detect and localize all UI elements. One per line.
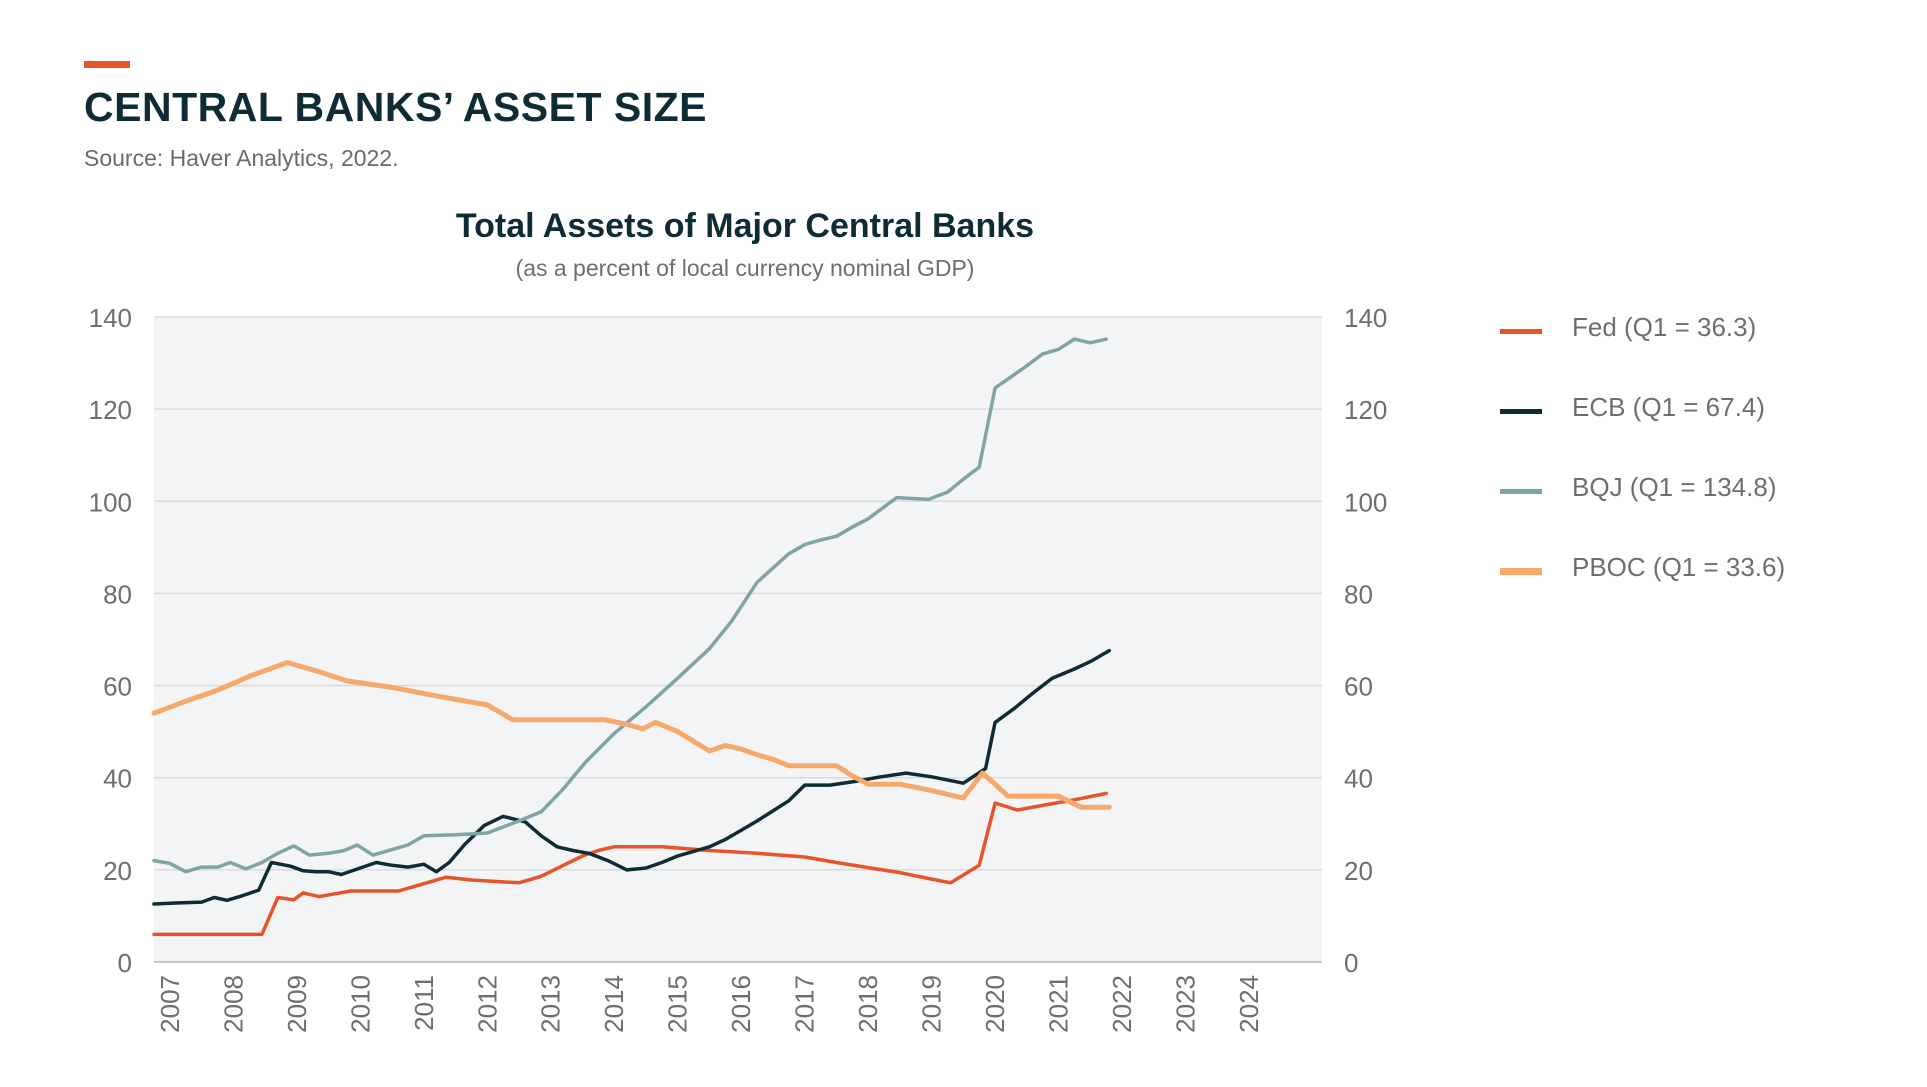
y-tick-label-left: 120 (89, 395, 132, 425)
x-tick-label: 2011 (409, 975, 439, 1031)
y-tick-label-right: 140 (1344, 303, 1387, 333)
page-title: CENTRAL BANKS’ ASSET SIZE (84, 84, 708, 130)
x-tick-label: 2012 (472, 975, 502, 1033)
x-tick-label: 2018 (853, 975, 883, 1033)
x-tick-label: 2015 (663, 975, 693, 1033)
x-tick-label: 2023 (1171, 975, 1201, 1033)
x-tick-label: 2020 (980, 975, 1010, 1033)
y-tick-label-right: 100 (1344, 487, 1387, 517)
series-line-ecb (152, 648, 1112, 906)
accent-bar (84, 61, 130, 68)
y-tick-label-right: 0 (1344, 948, 1358, 978)
y-tick-label-right: 40 (1344, 764, 1373, 794)
y-tick-label-left: 80 (103, 579, 132, 609)
series-line-bqj (152, 337, 1108, 874)
y-tick-label-right: 20 (1344, 856, 1373, 886)
legend-swatch (1500, 329, 1542, 334)
x-tick-label: 2017 (790, 975, 820, 1033)
x-tick-label: 2019 (917, 975, 947, 1033)
y-tick-label-left: 100 (89, 487, 132, 517)
y-tick-label-left: 40 (103, 764, 132, 794)
chart-title: Total Assets of Major Central Banks (456, 207, 1034, 245)
y-tick-label-left: 140 (89, 303, 132, 333)
chart-subtitle: (as a percent of local currency nominal … (516, 255, 975, 281)
legend-swatch (1500, 409, 1542, 414)
legend-label: ECB (Q1 = 67.4) (1572, 392, 1765, 422)
series-line-fed (152, 791, 1108, 937)
legend-label: PBOC (Q1 = 33.6) (1572, 552, 1786, 582)
x-tick-label: 2022 (1107, 975, 1137, 1033)
x-tick-label: 2016 (726, 975, 756, 1033)
y-tick-label-left: 60 (103, 672, 132, 702)
series-lines (151, 337, 1112, 937)
x-tick-label: 2024 (1234, 975, 1264, 1033)
x-tick-label: 2009 (282, 975, 312, 1033)
gridlines (154, 316, 1322, 963)
x-tick-label: 2021 (1044, 975, 1074, 1033)
legend-swatch (1500, 489, 1542, 494)
y-tick-label-left: 0 (118, 948, 132, 978)
x-tick-label: 2007 (155, 975, 185, 1033)
legend-label: Fed (Q1 = 36.3) (1572, 312, 1757, 342)
y-tick-label-right: 120 (1344, 395, 1387, 425)
series-line-pboc (151, 660, 1112, 810)
legend-label: BQJ (Q1 = 134.8) (1572, 472, 1777, 502)
y-tick-label-right: 60 (1344, 672, 1373, 702)
legend-swatch (1500, 568, 1542, 575)
source-note: Source: Haver Analytics, 2022. (84, 145, 399, 171)
x-tick-label: 2013 (536, 975, 566, 1033)
plot-area (154, 317, 1322, 962)
x-tick-label: 2008 (218, 975, 248, 1033)
x-tick-label: 2010 (345, 975, 375, 1033)
y-tick-label-left: 20 (103, 856, 132, 886)
y-tick-label-right: 80 (1344, 579, 1373, 609)
x-tick-label: 2014 (599, 975, 629, 1033)
